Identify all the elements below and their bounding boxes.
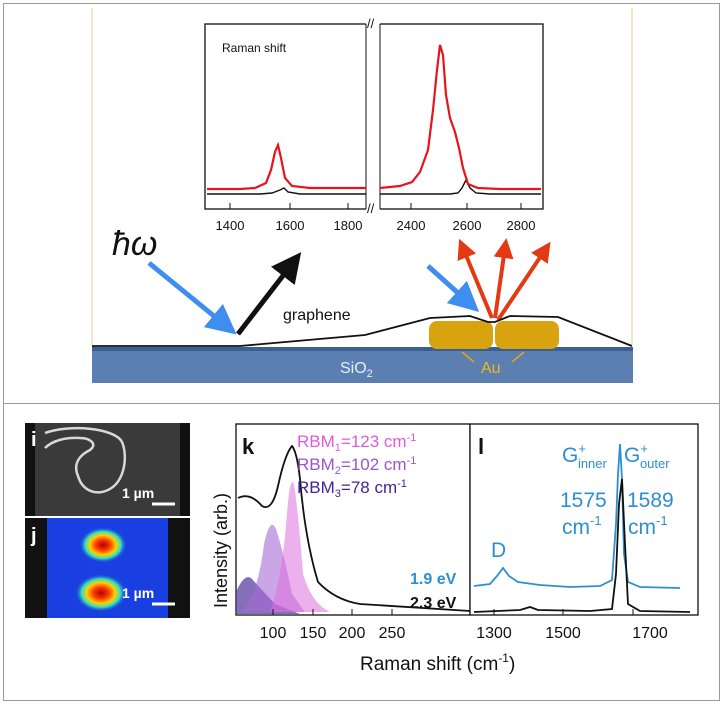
hotspot-bottom [75, 574, 127, 612]
excitation-1-9ev: 1.9 eV [410, 571, 457, 588]
graphene-label: graphene [283, 307, 351, 324]
photon-energy-label: ħω [112, 225, 157, 263]
scattered-arrow-red-2 [493, 238, 514, 319]
panel-i-label: i [31, 429, 37, 451]
section-divider [3, 403, 720, 404]
scattered-arrow-black [236, 252, 302, 336]
k-tick-150: 150 [300, 625, 327, 642]
panel-k-label: k [242, 434, 255, 459]
figure-frame [3, 3, 720, 701]
substrate-top-edge [92, 347, 633, 351]
l-tick-1500: 1500 [545, 625, 581, 642]
tick-2800: 2800 [507, 218, 536, 233]
g-inner-value: 1575 [560, 489, 607, 512]
raman-inset: // // Raman shift 1400 1600 1800 2400 26… [204, 15, 544, 233]
k-tick-200: 200 [339, 625, 366, 642]
d-band-label: D [491, 539, 506, 562]
panel-j-scale-text: 1 µm [122, 585, 154, 601]
au-label: Au [481, 360, 501, 377]
panel-i-sem-image: i 1 µm [25, 423, 190, 516]
excitation-2-3ev: 2.3 eV [410, 595, 457, 612]
rbm1-text: RBM1=123 cm-1 [297, 432, 416, 454]
panel-l-g-band-spectrum: l D G+ inner G+ outer 1575 1589 cm-1 cm-1 … [469, 423, 699, 642]
tick-2600: 2600 [453, 218, 482, 233]
l-tick-1300: 1300 [476, 625, 512, 642]
au-particle-right [495, 321, 559, 349]
y-axis-label: Intensity (arb.) [211, 493, 231, 608]
rbm3-text: RBM3=78 cm-1 [297, 478, 407, 500]
axis-break-mark-bottom: // [367, 201, 375, 216]
spectrum-1-9ev [473, 443, 681, 589]
g-inner-label: G+ inner [562, 441, 608, 471]
incident-arrow-left [147, 261, 237, 335]
panel-l-label: l [478, 434, 484, 459]
k-tick-250: 250 [379, 625, 406, 642]
bottom-figure: i 1 µm j 1 µm Intensity (arb.) k RBM1=12… [25, 423, 699, 675]
panel-i-scale-text: 1 µm [122, 485, 154, 501]
au-particle-left [429, 321, 493, 349]
rbm2-text: RBM2=102 cm-1 [297, 455, 416, 477]
g-outer-unit: cm-1 [628, 513, 668, 539]
rbm-total-spectrum [237, 444, 471, 612]
panel-j-raman-map: j 1 µm [25, 518, 190, 618]
tick-1800: 1800 [334, 218, 363, 233]
hotspot-top [79, 527, 127, 563]
k-tick-100: 100 [260, 625, 287, 642]
tick-1600: 1600 [276, 218, 305, 233]
g-outer-value: 1589 [627, 489, 674, 512]
axis-break-gap [366, 15, 380, 215]
rbm1-fill [270, 482, 330, 612]
inset-label: Raman shift [222, 41, 287, 55]
substrate-label: SiO2 [340, 360, 373, 380]
tick-2400: 2400 [397, 218, 426, 233]
panel-j-label: j [30, 525, 37, 547]
x-axis-label: Raman shift (cm-1) [360, 651, 515, 675]
nanotube-loop [44, 426, 126, 494]
panel-k-rbm-spectrum: k RBM1=123 cm-1 RBM2=102 cm-1 RBM3=78 cm… [235, 423, 471, 642]
g-inner-unit: cm-1 [562, 513, 602, 539]
tick-1400: 1400 [216, 218, 245, 233]
scattered-arrow-red-1 [457, 238, 494, 319]
spectrum-2-3ev [473, 478, 691, 613]
graphene-sheet [92, 315, 633, 347]
spectrum-with-au [207, 44, 541, 191]
incident-arrow-right [426, 264, 480, 313]
au-pointer-left [461, 351, 475, 363]
g-outer-label: G+ outer [624, 441, 670, 471]
scattered-arrow-red-3 [496, 241, 551, 322]
top-diagram: // // Raman shift 1400 1600 1800 2400 26… [91, 8, 633, 383]
sio2-substrate [92, 347, 633, 383]
axis-break-mark-top: // [367, 16, 375, 31]
l-tick-1700: 1700 [632, 625, 668, 642]
au-pointer-right [511, 351, 525, 363]
